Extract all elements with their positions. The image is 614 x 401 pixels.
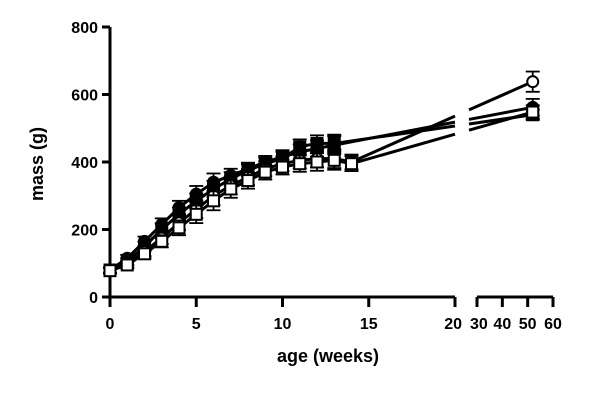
data-point: [258, 165, 272, 179]
data-point: [276, 160, 289, 174]
data-point: [120, 258, 134, 272]
data-point: [103, 264, 117, 278]
data-point: [172, 221, 186, 235]
x-tick-label: 5: [192, 316, 201, 333]
data-point: [224, 182, 238, 196]
data-point: [241, 174, 255, 188]
series-3-break-line: [468, 80, 534, 112]
x-tick-label: 30: [470, 316, 488, 333]
series-2-break-line: [334, 124, 456, 145]
data-point: [189, 207, 203, 221]
series-2: [103, 108, 540, 277]
series-3: [103, 70, 540, 278]
y-tick-label: 600: [71, 88, 98, 105]
y-tick-label: 400: [71, 155, 98, 172]
x-tick-label: 10: [274, 316, 292, 333]
data-point: [327, 136, 341, 150]
data-point: [310, 155, 324, 169]
data-point: [526, 105, 540, 119]
data-point: [138, 247, 151, 261]
x-tick-label: 40: [493, 316, 511, 333]
series-4-break-line: [468, 110, 534, 132]
x-tick-label: 0: [106, 316, 115, 333]
series-3-break-line: [350, 114, 456, 164]
data-point: [310, 136, 324, 150]
x-tick-label: 15: [360, 316, 378, 333]
series-1-break-line: [468, 105, 534, 121]
data-point: [155, 234, 169, 248]
series-1: [103, 97, 540, 277]
y-tick-label: 0: [89, 290, 98, 307]
y-tick-label: 800: [71, 20, 98, 37]
axes: 0 200 400 600 800 0 5 10 15 20 30 40 50 60: [71, 20, 562, 333]
data-point: [293, 157, 307, 171]
x-tick-label: 50: [519, 316, 537, 333]
data-point: [327, 153, 341, 167]
series-layer: [103, 70, 540, 278]
data-point: [293, 140, 307, 154]
data-point: [345, 157, 358, 171]
y-axis-label: mass (g): [27, 127, 47, 201]
y-tick-label: 200: [71, 223, 98, 240]
x-tick-label: 60: [544, 316, 562, 333]
series-4-break-line: [351, 132, 456, 166]
x-axis-label: age (weeks): [277, 346, 379, 366]
series-4: [103, 104, 540, 278]
data-point: [526, 75, 540, 89]
x-tick-label: 20: [444, 316, 462, 333]
data-point: [207, 194, 220, 208]
